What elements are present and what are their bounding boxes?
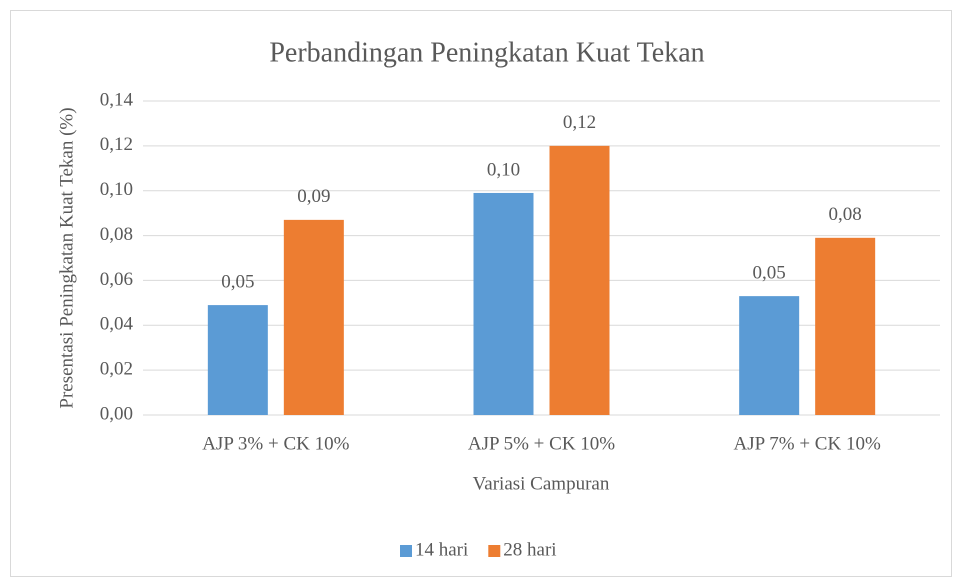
legend-label: 28 hari	[503, 539, 556, 560]
y-tick-label: 0,08	[100, 224, 133, 245]
bar	[815, 237, 876, 415]
x-axis-label: Variasi Campuran	[473, 473, 610, 494]
bar	[549, 145, 610, 415]
bar	[207, 305, 268, 415]
bar	[739, 296, 800, 415]
bar	[473, 192, 534, 415]
bar	[283, 219, 344, 415]
data-label: 0,08	[829, 204, 862, 225]
y-tick-label: 0,10	[100, 179, 133, 200]
y-tick-label: 0,12	[100, 134, 133, 155]
y-tick-label: 0,02	[100, 359, 133, 380]
y-tick-label: 0,14	[100, 89, 134, 110]
y-tick-label: 0,04	[100, 314, 134, 335]
legend-swatch	[400, 545, 412, 557]
data-label: 0,12	[563, 112, 596, 133]
y-tick-label: 0,06	[100, 269, 133, 290]
x-tick-label: AJP 5% + CK 10%	[468, 433, 615, 454]
chart-title: Perbandingan Peningkatan Kuat Tekan	[269, 37, 704, 68]
legend-label: 14 hari	[415, 539, 468, 560]
data-label: 0,10	[487, 159, 520, 180]
data-label: 0,09	[297, 186, 330, 207]
y-axis-label: Presentasi Peningkatan Kuat Tekan (%)	[56, 107, 77, 408]
legend-swatch	[488, 545, 501, 557]
data-label: 0,05	[753, 262, 786, 283]
x-tick-label: AJP 3% + CK 10%	[202, 433, 349, 454]
x-tick-label: AJP 7% + CK 10%	[734, 433, 881, 454]
y-tick-label: 0,00	[100, 403, 133, 424]
data-label: 0,05	[221, 271, 254, 292]
